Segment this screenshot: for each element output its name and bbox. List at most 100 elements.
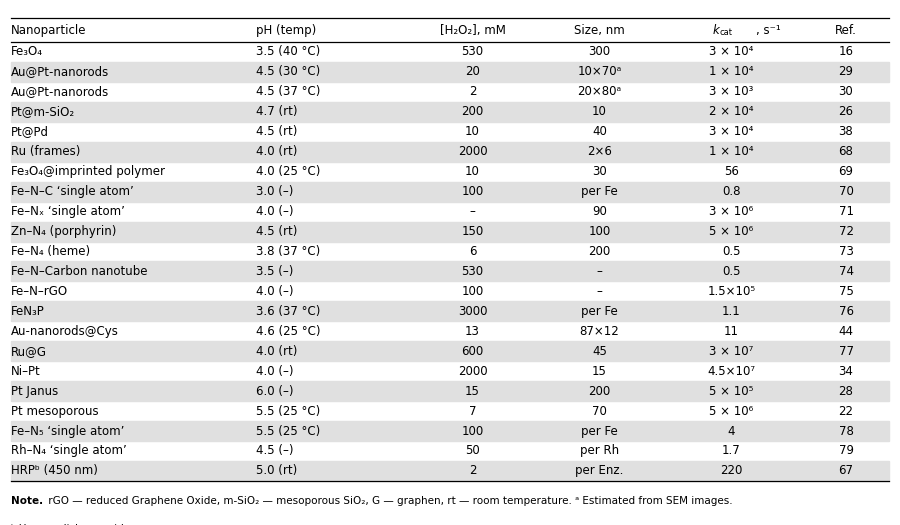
Text: cat: cat [720,28,733,37]
Text: ᵇ Horseradish peroxidase.: ᵇ Horseradish peroxidase. [11,524,145,525]
Text: Au@Pt-nanorods: Au@Pt-nanorods [11,86,109,98]
Text: 2: 2 [469,465,476,477]
Text: [H₂O₂], mM: [H₂O₂], mM [439,24,506,37]
Text: 30: 30 [839,86,853,98]
Bar [11,381,889,401]
Text: 4.0 (rt): 4.0 (rt) [256,145,298,158]
Text: 1.5×10⁵: 1.5×10⁵ [707,285,755,298]
Text: 2: 2 [469,86,476,98]
Text: 79: 79 [839,445,853,457]
Text: 20: 20 [465,66,480,78]
Text: HRPᵇ (450 nm): HRPᵇ (450 nm) [11,465,98,477]
Text: –: – [597,285,602,298]
Text: FeN₃P: FeN₃P [11,305,44,318]
Text: 30: 30 [592,165,607,178]
Text: 4.5 (37 °C): 4.5 (37 °C) [256,86,321,98]
Text: 3.5 (–): 3.5 (–) [256,265,294,278]
Bar [11,461,889,481]
Text: 2 × 10⁴: 2 × 10⁴ [709,106,753,118]
Text: 3 × 10³: 3 × 10³ [709,86,753,98]
Text: 200: 200 [589,385,610,397]
Text: 0.5: 0.5 [722,265,741,278]
Text: 4.5 (rt): 4.5 (rt) [256,225,298,238]
Text: 67: 67 [839,465,853,477]
Text: 200: 200 [589,245,610,258]
Text: 4: 4 [727,425,735,437]
Bar [11,261,889,281]
Text: 100: 100 [589,225,610,238]
Text: Ru (frames): Ru (frames) [11,145,80,158]
Text: Fe–N₄ (heme): Fe–N₄ (heme) [11,245,90,258]
Text: 4.5 (30 °C): 4.5 (30 °C) [256,66,320,78]
Text: 6.0 (–): 6.0 (–) [256,385,294,397]
Text: 100: 100 [462,185,483,198]
Text: Fe–N₅ ‘single atom’: Fe–N₅ ‘single atom’ [11,425,124,437]
Bar [11,301,889,321]
Text: –: – [470,205,475,218]
Text: rGO — reduced Graphene Oxide, m-SiO₂ — mesoporous SiO₂, G — graphen, rt — room t: rGO — reduced Graphene Oxide, m-SiO₂ — m… [45,496,733,506]
Text: 78: 78 [839,425,853,437]
Text: 13: 13 [465,325,480,338]
Text: 10×70ᵃ: 10×70ᵃ [577,66,622,78]
Text: 4.5 (rt): 4.5 (rt) [256,125,298,138]
Text: –: – [597,265,602,278]
Text: 22: 22 [839,405,853,417]
Text: 10: 10 [465,165,480,178]
Text: 100: 100 [462,285,483,298]
Text: 77: 77 [839,345,853,358]
Bar [11,62,889,82]
Text: 76: 76 [839,305,853,318]
Text: 15: 15 [465,385,480,397]
Text: 5 × 10⁶: 5 × 10⁶ [709,405,753,417]
Text: 3.8 (37 °C): 3.8 (37 °C) [256,245,320,258]
Text: Au-nanorods@Cys: Au-nanorods@Cys [11,325,119,338]
Text: 75: 75 [839,285,853,298]
Text: 2000: 2000 [458,365,487,377]
Text: 73: 73 [839,245,853,258]
Text: 40: 40 [592,125,607,138]
Text: 4.0 (–): 4.0 (–) [256,285,294,298]
Text: Zn–N₄ (porphyrin): Zn–N₄ (porphyrin) [11,225,116,238]
Text: 74: 74 [839,265,853,278]
Text: 11: 11 [724,325,739,338]
Text: 3000: 3000 [458,305,487,318]
Text: 530: 530 [462,46,483,58]
Text: 200: 200 [462,106,483,118]
Text: 16: 16 [839,46,853,58]
Text: Note.: Note. [11,496,43,506]
Text: Size, nm: Size, nm [574,24,625,37]
Text: 3 × 10⁴: 3 × 10⁴ [709,46,753,58]
Text: 5 × 10⁵: 5 × 10⁵ [709,385,753,397]
Text: 5.5 (25 °C): 5.5 (25 °C) [256,405,320,417]
Text: Rh–N₄ ‘single atom’: Rh–N₄ ‘single atom’ [11,445,127,457]
Text: 69: 69 [839,165,853,178]
Text: 20×80ᵃ: 20×80ᵃ [577,86,622,98]
Text: Fe–N–rGO: Fe–N–rGO [11,285,68,298]
Text: per Fe: per Fe [581,185,617,198]
Bar [11,142,889,162]
Text: 3.0 (–): 3.0 (–) [256,185,294,198]
Text: 1 × 10⁴: 1 × 10⁴ [709,66,753,78]
Bar [11,421,889,441]
Text: Pt mesoporous: Pt mesoporous [11,405,98,417]
Bar [11,222,889,242]
Text: 26: 26 [839,106,853,118]
Text: Ref.: Ref. [835,24,857,37]
Text: 1.1: 1.1 [722,305,741,318]
Text: pH (temp): pH (temp) [256,24,317,37]
Text: Fe₃O₄@imprinted polymer: Fe₃O₄@imprinted polymer [11,165,165,178]
Text: Fe–N–C ‘single atom’: Fe–N–C ‘single atom’ [11,185,133,198]
Text: 300: 300 [589,46,610,58]
Text: 70: 70 [839,185,853,198]
Text: Fe–N–Carbon nanotube: Fe–N–Carbon nanotube [11,265,148,278]
Text: 71: 71 [839,205,853,218]
Text: 10: 10 [465,125,480,138]
Text: Fe₃O₄: Fe₃O₄ [11,46,43,58]
Text: 38: 38 [839,125,853,138]
Text: 2×6: 2×6 [587,145,612,158]
Text: 530: 530 [462,265,483,278]
Text: 34: 34 [839,365,853,377]
Text: 4.6 (25 °C): 4.6 (25 °C) [256,325,321,338]
Text: 4.0 (rt): 4.0 (rt) [256,345,298,358]
Text: 0.8: 0.8 [722,185,741,198]
